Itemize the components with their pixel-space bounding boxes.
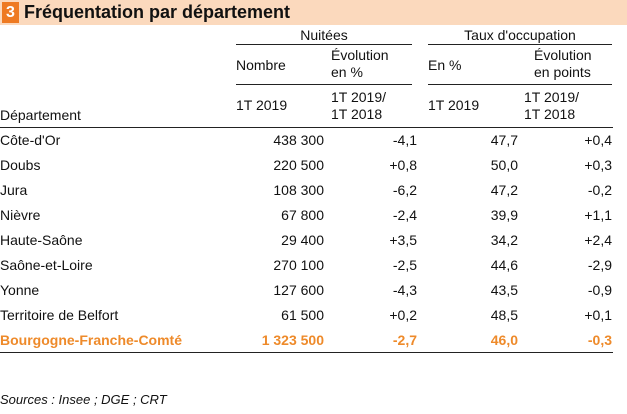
header-period-2a: 1T 2019/	[331, 89, 387, 105]
cell-evol-pts: +0,4	[584, 132, 612, 148]
table-row: Haute-Saône 29 400 +3,5 34,2 +2,4	[0, 228, 627, 253]
header-departement: Département	[0, 107, 81, 123]
table-row: Doubs 220 500 +0,8 50,0 +0,3	[0, 153, 627, 178]
header-evolution-pts-1: Évolution	[534, 47, 592, 63]
header-nombre: Nombre	[236, 57, 286, 73]
cell-evol: -2,4	[392, 207, 417, 223]
cell-evol-pts: +2,4	[584, 232, 612, 248]
cell-evol: +3,5	[389, 232, 417, 248]
header-evolution-pct-1: Évolution	[331, 47, 389, 63]
cell-taux: 43,5	[490, 282, 518, 298]
header-evolution-pct-2: en %	[331, 64, 363, 80]
header-group-nuitees: Nuitées	[300, 27, 348, 43]
total-dept: Bourgogne-Franche-Comté	[0, 332, 182, 348]
cell-dept: Yonne	[0, 282, 40, 298]
source-note: Sources : Insee ; DGE ; CRT	[0, 392, 167, 407]
cell-nombre: 127 600	[273, 282, 324, 298]
header-bottom-rule	[0, 127, 613, 128]
header-period-4a: 1T 2019/	[524, 89, 580, 105]
cell-dept: Haute-Saône	[0, 232, 83, 248]
table-row: Saône-et-Loire 270 100 -2,5 44,6 -2,9	[0, 253, 627, 278]
header-group-taux: Taux d'occupation	[464, 27, 576, 43]
table-number-badge: 3	[2, 2, 19, 23]
cell-dept: Côte-d'Or	[0, 132, 61, 148]
cell-evol: -4,3	[392, 282, 417, 298]
cell-evol-pts: +0,1	[584, 307, 612, 323]
cell-evol: +0,8	[389, 157, 417, 173]
cell-dept: Saône-et-Loire	[0, 257, 93, 273]
header-evolution-pts-2: en points	[534, 64, 591, 80]
table-row: Nièvre 67 800 -2,4 39,9 +1,1	[0, 203, 627, 228]
header-en-pct: En %	[428, 57, 462, 73]
title-bar: 3 Fréquentation par département	[0, 0, 627, 25]
cell-evol: +0,2	[389, 307, 417, 323]
cell-evol-pts: -2,9	[587, 257, 612, 273]
cell-taux: 44,6	[490, 257, 518, 273]
cell-taux: 47,7	[490, 132, 518, 148]
subheader-underline-nuitees	[236, 84, 412, 85]
table-row: Territoire de Belfort 61 500 +0,2 48,5 +0,1	[0, 303, 627, 328]
table-row: Côte-d'Or 438 300 -4,1 47,7 +0,4	[0, 128, 627, 153]
table-row: Yonne 127 600 -4,3 43,5 -0,9	[0, 278, 627, 303]
cell-evol-pts: +1,1	[584, 207, 612, 223]
cell-nombre: 108 300	[273, 182, 324, 198]
cell-evol-pts: +0,3	[584, 157, 612, 173]
header-group-underline-taux	[428, 44, 612, 45]
header-group-underline-nuitees	[236, 44, 412, 45]
header-period-3: 1T 2019	[428, 97, 480, 113]
table-bottom-rule	[0, 352, 613, 353]
total-taux: 46,0	[490, 332, 518, 348]
cell-taux: 34,2	[490, 232, 518, 248]
cell-evol-pts: -0,9	[587, 282, 612, 298]
cell-nombre: 67 800	[281, 207, 324, 223]
cell-evol: -6,2	[392, 182, 417, 198]
header-period-2b: 1T 2018	[331, 106, 383, 122]
header-period-1: 1T 2019	[236, 97, 288, 113]
total-evol-pts: -0,3	[587, 332, 612, 348]
cell-dept: Territoire de Belfort	[0, 307, 119, 323]
table-row: Jura 108 300 -6,2 47,2 -0,2	[0, 178, 627, 203]
table-row-total: Bourgogne-Franche-Comté 1 323 500 -2,7 4…	[0, 328, 627, 353]
cell-taux: 48,5	[490, 307, 518, 323]
cell-evol: -2,5	[392, 257, 417, 273]
cell-nombre: 220 500	[273, 157, 324, 173]
cell-taux: 39,9	[490, 207, 518, 223]
cell-nombre: 61 500	[281, 307, 324, 323]
cell-taux: 50,0	[490, 157, 518, 173]
total-nombre: 1 323 500	[261, 332, 324, 348]
cell-taux: 47,2	[490, 182, 518, 198]
cell-dept: Nièvre	[0, 207, 41, 223]
cell-nombre: 438 300	[273, 132, 324, 148]
cell-dept: Doubs	[0, 157, 41, 173]
cell-nombre: 270 100	[273, 257, 324, 273]
table-title: Fréquentation par département	[24, 2, 291, 22]
cell-evol: -4,1	[392, 132, 417, 148]
cell-evol-pts: -0,2	[587, 182, 612, 198]
cell-dept: Jura	[0, 182, 28, 198]
header-period-4b: 1T 2018	[524, 106, 576, 122]
subheader-underline-taux	[428, 84, 612, 85]
cell-nombre: 29 400	[281, 232, 324, 248]
total-evol: -2,7	[392, 332, 417, 348]
